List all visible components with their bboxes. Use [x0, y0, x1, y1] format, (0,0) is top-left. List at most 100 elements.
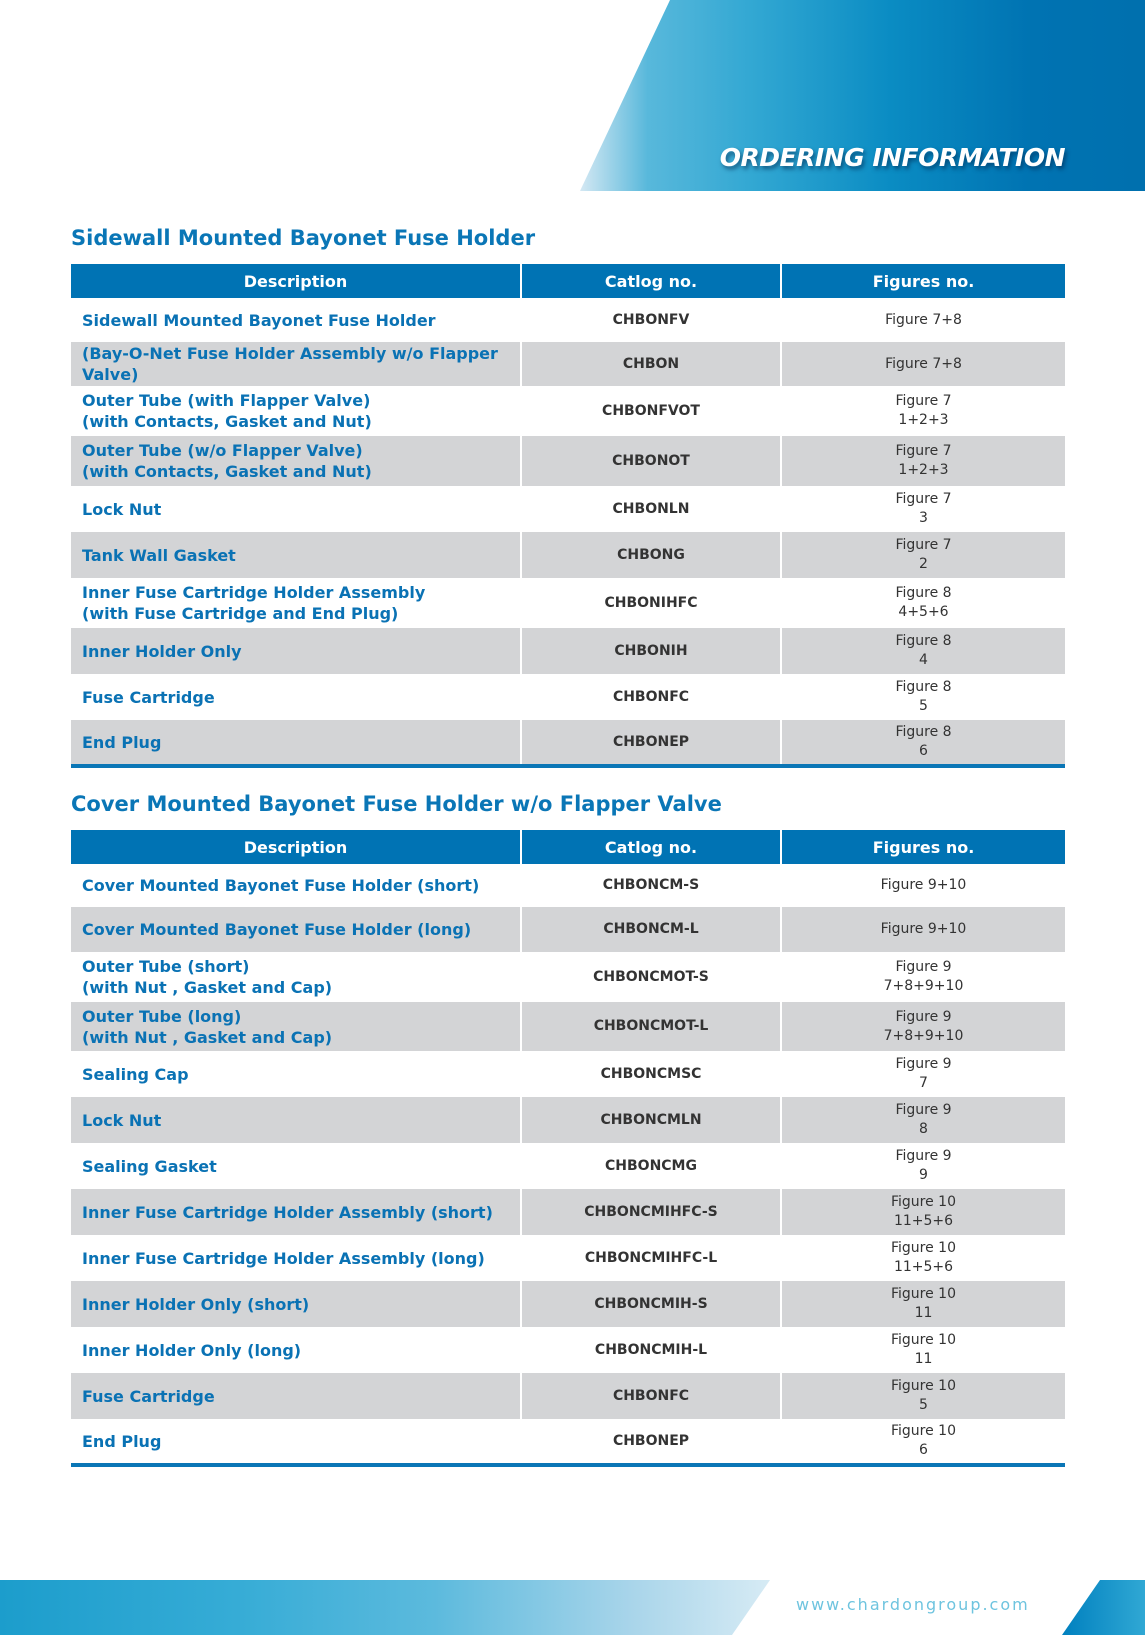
figure-line: 11+5+6 [893, 1213, 954, 1229]
footer-accent [1062, 1580, 1145, 1635]
description-line: Fuse Cartridge [82, 1386, 215, 1406]
column-header-description: Description [71, 264, 521, 298]
description-cell: Inner Holder Only [71, 628, 521, 674]
description-cell: Inner Holder Only (short) [71, 1281, 521, 1327]
figure-line: 6 [919, 743, 928, 759]
description-cell: Tank Wall Gasket [71, 532, 521, 578]
figure-cell: Figure 9 9 [780, 1143, 1065, 1189]
figure-cell: Figure 8 5 [780, 674, 1065, 720]
figure-line: 7 [919, 1075, 928, 1091]
catalog-number: CHBONFV [520, 298, 781, 342]
table-row: Cover Mounted Bayonet Fuse Holder (long)… [71, 907, 1065, 952]
table-row: Tank Wall Gasket CHBONG Figure 7 2 [71, 532, 1065, 578]
figure-line: Figure 10 [890, 1240, 956, 1256]
figure-line: Figure 9 [895, 1056, 952, 1072]
figure-line: Figure 7 [895, 393, 952, 409]
figure-cell: Figure 7 3 [780, 486, 1065, 532]
catalog-number: CHBONG [520, 532, 781, 578]
footer-band [0, 1580, 770, 1635]
description-line: Sealing Gasket [82, 1156, 217, 1176]
table-row: Inner Fuse Cartridge Holder Assembly (lo… [71, 1235, 1065, 1281]
table-row: Outer Tube (with Flapper Valve) (with Con… [71, 386, 1065, 436]
table-row: Outer Tube (long) (with Nut , Gasket and … [71, 1002, 1065, 1051]
figure-line: 6 [919, 1442, 928, 1458]
catalog-number: CHBONCMIH-S [520, 1281, 781, 1327]
figure-line: 4+5+6 [898, 604, 949, 620]
column-header-figures: Figures no. [780, 830, 1065, 864]
description-line: Fuse Cartridge [82, 687, 215, 707]
description-line: Cover Mounted Bayonet Fuse Holder (long) [82, 920, 472, 939]
figure-line: 7+8+9+10 [883, 1027, 964, 1044]
figure-line: Figure 10 [890, 1332, 956, 1348]
figure-cell: Figure 10 11+5+6 [780, 1189, 1065, 1235]
figure-line: Figure 8 [895, 585, 952, 601]
description-cell: Sealing Gasket [71, 1143, 521, 1189]
catalog-number: CHBONCMIHFC-L [520, 1235, 781, 1281]
figure-line: Figure 7 [895, 491, 952, 507]
description-line: Sidewall Mounted Bayonet Fuse Holder [82, 310, 436, 330]
figure-line: Figure 9 [895, 959, 952, 975]
table-row: Lock Nut CHBONCMLN Figure 9 8 [71, 1097, 1065, 1143]
description-line: Inner Holder Only (short) [82, 1294, 310, 1314]
catalog-number: CHBONCMG [520, 1143, 781, 1189]
table-row: End Plug CHBONEP Figure 8 6 [71, 720, 1065, 768]
figure-line: Figure 7+8 [885, 311, 962, 328]
description-cell: Outer Tube (short) (with Nut , Gasket and… [71, 952, 521, 1002]
figure-line: 7+8+9+10 [883, 978, 964, 994]
figure-line: 8 [919, 1121, 928, 1137]
figure-line: Figure 9 [895, 1102, 952, 1118]
figure-line: 11 [914, 1351, 933, 1367]
table-row: Sealing Cap CHBONCMSC Figure 9 7 [71, 1051, 1065, 1097]
table-row: Inner Holder Only CHBONIH Figure 8 4 [71, 628, 1065, 674]
catalog-number: CHBONEP [520, 720, 781, 768]
description-line: (Bay-O-Net Fuse Holder Assembly w/o Flap… [82, 344, 498, 384]
figure-line: 5 [919, 698, 928, 714]
figure-line: 5 [919, 1397, 928, 1413]
table-header-row: Description Catlog no. Figures no. [71, 830, 1065, 864]
catalog-number: CHBONFC [520, 1373, 781, 1419]
description-line: Lock Nut [82, 1110, 162, 1130]
figure-cell: Figure 7 1+2+3 [780, 386, 1065, 436]
column-header-catalog: Catlog no. [520, 264, 781, 298]
catalog-number: CHBONFC [520, 674, 781, 720]
description-line: (with Nut , Gasket and Cap) [82, 978, 333, 997]
description-cell: Outer Tube (w/o Flapper Valve) (with Cont… [71, 436, 521, 486]
description-line: Inner Holder Only [82, 641, 242, 661]
column-header-figures: Figures no. [780, 264, 1065, 298]
description-cell: End Plug [71, 1419, 521, 1467]
description-line: End Plug [82, 732, 162, 752]
table-row: Sidewall Mounted Bayonet Fuse Holder CHBO… [71, 298, 1065, 342]
website-link[interactable]: www.chardongroup.com [796, 1595, 1030, 1614]
catalog-number: CHBONCMIH-L [520, 1327, 781, 1373]
figure-line: 1+2+3 [898, 412, 949, 428]
description-cell: Lock Nut [71, 1097, 521, 1143]
figure-line: Figure 9+10 [880, 877, 967, 893]
table-row: Fuse Cartridge CHBONFC Figure 10 5 [71, 1373, 1065, 1419]
figure-line: Figure 10 [890, 1286, 956, 1302]
description-line: Tank Wall Gasket [82, 545, 236, 565]
page-title: ORDERING INFORMATION [719, 143, 1066, 172]
description-line: Sealing Cap [82, 1064, 189, 1084]
figure-line: 2 [919, 556, 928, 572]
figure-line: Figure 8 [895, 633, 952, 649]
catalog-number: CHBONCM-S [520, 864, 781, 907]
figure-cell: Figure 9 8 [780, 1097, 1065, 1143]
cover-ordering-table: Description Catlog no. Figures no. Cover Mo… [71, 830, 1065, 1467]
column-header-description: Description [71, 830, 521, 864]
figure-line: Figure 10 [890, 1423, 956, 1439]
description-cell: Lock Nut [71, 486, 521, 532]
catalog-number: CHBONCMIHFC-S [520, 1189, 781, 1235]
figure-cell: Figure 8 4 [780, 628, 1065, 674]
figure-line: 9 [919, 1167, 928, 1183]
sidewall-ordering-table: Description Catlog no. Figures no. Sidewall… [71, 264, 1065, 768]
table-row: Outer Tube (short) (with Nut , Gasket and… [71, 952, 1065, 1002]
description-line: End Plug [82, 1431, 162, 1451]
figure-cell: Figure 9 7+8+9+10 [780, 952, 1065, 1002]
table-row: Inner Holder Only (short) CHBONCMIH-S Figu… [71, 1281, 1065, 1327]
table-row: Cover Mounted Bayonet Fuse Holder (short… [71, 864, 1065, 907]
description-line: (with Contacts, Gasket and Nut) [82, 412, 372, 431]
figure-line: Figure 7 [895, 443, 952, 459]
figure-line: Figure 7 [895, 537, 952, 553]
table-row: Outer Tube (w/o Flapper Valve) (with Cont… [71, 436, 1065, 486]
description-cell: Outer Tube (with Flapper Valve) (with Con… [71, 386, 521, 436]
